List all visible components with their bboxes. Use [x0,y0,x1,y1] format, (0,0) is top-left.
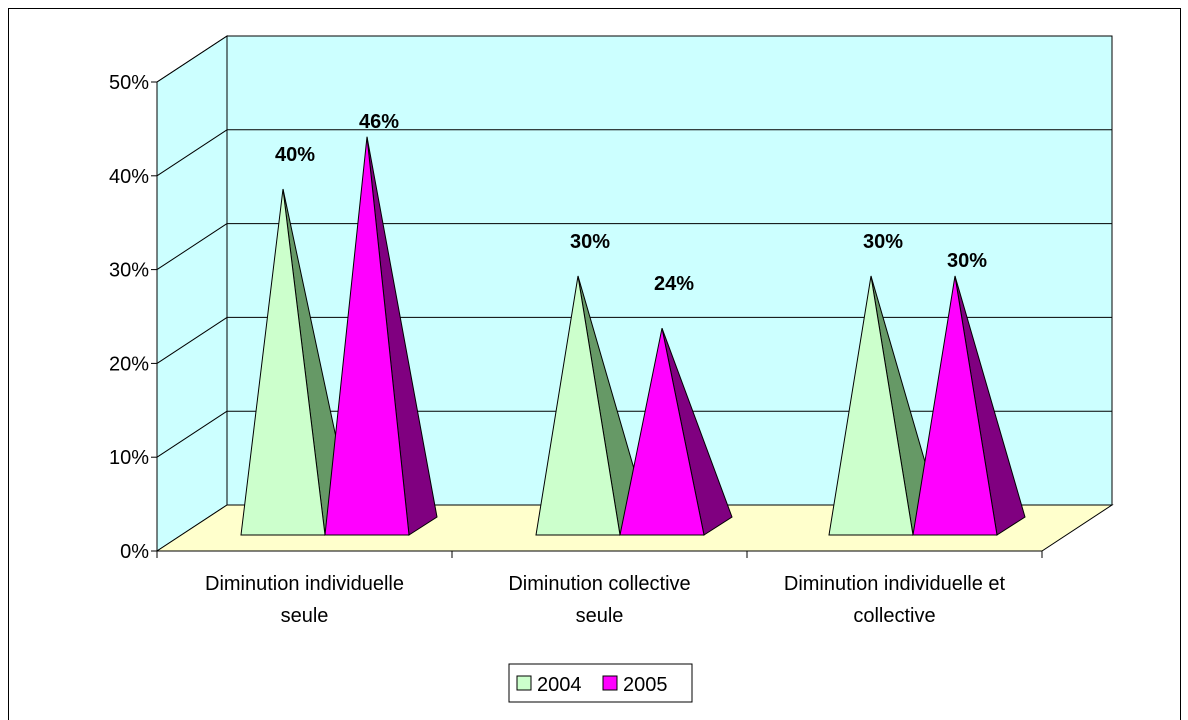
side-wall [156,35,228,552]
y-tick-label: 10% [109,447,149,469]
y-axis: 0% 10% 20% 30% 40% 50% [109,72,158,563]
pyramid-marks [240,136,1026,536]
y-tick-label: 30% [109,260,149,282]
gridline-side [156,35,228,83]
category-label: Diminution collective [508,573,690,595]
data-label-2004-1: 30% [570,231,610,253]
pyramid-2005-2 [912,275,998,536]
legend-label-2004: 2004 [537,674,582,696]
gridline-side [156,410,228,458]
category-label: seule [576,605,624,627]
y-tick-label: 50% [109,72,149,94]
category-label: Diminution individuelle [205,573,404,595]
y-tick-label: 40% [109,166,149,188]
pyramid-2004-0 [240,188,326,536]
pyramid-2005-1 [619,328,705,536]
y-tick-label: 0% [120,541,149,563]
data-label-2004-2: 30% [863,231,903,253]
pyramid-2004-1 [535,275,621,536]
legend-swatch-2005 [602,675,618,691]
legend-swatch-2004 [516,675,532,691]
category-label: seule [281,605,329,627]
pyramid-2005-0 [324,136,410,536]
gridline-side [156,129,228,177]
data-label-2004-0: 40% [275,144,315,166]
gridline-side [156,316,228,364]
x-axis: Diminution individuelle seule Diminution c… [156,550,1043,627]
data-label-2005-2: 30% [947,250,987,272]
pyramid-2004-2 [828,275,914,536]
legend: 2004 2005 [508,663,693,703]
legend-label-2005: 2005 [623,674,668,696]
gridline-side [156,223,228,271]
data-label-2005-0: 46% [359,111,399,133]
category-label: collective [853,605,935,627]
y-tick-label: 20% [109,353,149,375]
data-label-2005-1: 24% [654,273,694,295]
category-label: Diminution individuelle et [784,573,1006,595]
data-labels: 40% 30% 30% 46% 24% 30% [275,111,987,295]
legend-box [508,663,693,703]
